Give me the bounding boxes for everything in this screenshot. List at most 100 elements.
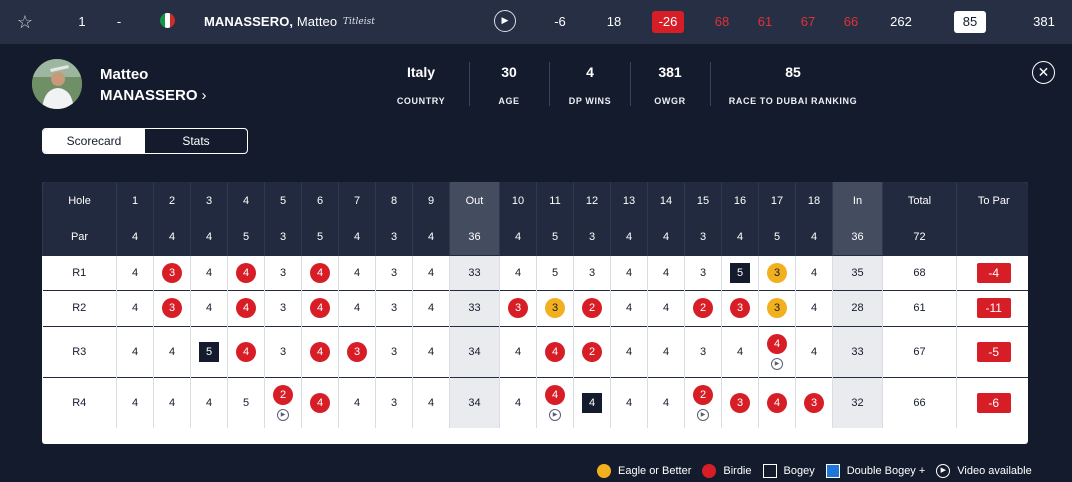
hole-score: 4 xyxy=(610,325,648,377)
today-badge: -26 xyxy=(652,11,684,33)
legend-label: Birdie xyxy=(723,465,752,477)
hole-score: 3 xyxy=(758,289,796,326)
par-value: 4 xyxy=(647,219,685,255)
par-value: 4 xyxy=(499,219,537,255)
score-value: 5 xyxy=(242,396,250,409)
video-available-icon[interactable]: ▶ xyxy=(549,408,561,421)
hole-score: 4 xyxy=(412,289,450,326)
par-out: 36 xyxy=(449,219,500,255)
hole-score: 4 xyxy=(499,254,537,290)
player-name-link[interactable]: MANASSERO, Matteo xyxy=(204,0,337,44)
chevron-right-icon: › xyxy=(201,87,207,104)
stat-country-label: COUNTRY xyxy=(396,96,446,106)
hole-score: 4 xyxy=(190,254,228,290)
par-label: Par xyxy=(42,219,117,255)
player-avatar xyxy=(32,59,82,109)
hole-score: 4 xyxy=(647,325,685,377)
birdie-score-marker: 3 xyxy=(730,392,750,413)
score-value: 3 xyxy=(279,266,287,279)
bogey-swatch-icon xyxy=(762,464,777,478)
round-out: 34 xyxy=(449,325,500,377)
birdie-score-marker: 2 xyxy=(582,298,602,318)
divider xyxy=(710,62,711,106)
video-available-icon[interactable]: ▶ xyxy=(277,408,289,421)
par-value: 4 xyxy=(412,219,450,255)
hole-score: 4 xyxy=(301,325,339,377)
hole-score: 4 xyxy=(610,289,648,326)
owgr-value: 381 xyxy=(1033,14,1055,29)
stat-country-value: Italy xyxy=(406,64,435,80)
hole-score: 2 ▶ xyxy=(264,376,302,428)
stat-race-to-dubai: 85 RACE TO DUBAI RANKING xyxy=(722,62,864,106)
italy-flag-icon xyxy=(160,13,175,28)
round-to-par: -5 xyxy=(956,325,1028,377)
score-value: 4 xyxy=(427,345,435,358)
scorecard-table: Hole 1 2 3 4 5 6 7 8 9 Out 10 11 12 13 14 15 16 17 18 In Tota… xyxy=(42,182,1028,444)
legend-label: Double Bogey + xyxy=(846,465,926,477)
score-value: 4 xyxy=(427,266,435,279)
score-value: 3 xyxy=(699,266,707,279)
par-in: 36 xyxy=(832,219,883,255)
par-total: 72 xyxy=(882,219,957,255)
round-row: R3 4 4 5 4 3 4 3 3 4 34 4 4 2 4 4 3 4 4 ▶ 4 33 67 -5 xyxy=(42,325,1028,377)
score-value: 4 xyxy=(662,345,670,358)
hole-number: 4 xyxy=(227,182,265,219)
divider xyxy=(469,62,470,106)
round-total: 67 xyxy=(882,325,957,377)
position-movement: - xyxy=(116,14,122,29)
player-first-name-heading: Matteo xyxy=(100,66,149,83)
score-value: 3 xyxy=(279,302,287,314)
round-to-par: -4 xyxy=(956,254,1028,290)
hole-score: 4 xyxy=(536,325,574,377)
play-video-icon[interactable]: ▶ xyxy=(494,10,516,32)
video-available-icon[interactable]: ▶ xyxy=(697,408,709,421)
par-value: 4 xyxy=(190,219,228,255)
tab-stats[interactable]: Stats xyxy=(182,134,210,148)
par-value: 3 xyxy=(684,219,722,255)
hole-score: 3 xyxy=(375,289,413,326)
hole-score: 4 xyxy=(795,289,833,326)
birdie-score-marker: 4 xyxy=(310,341,330,362)
legend-item-eagle: Eagle or Better xyxy=(597,464,691,478)
par-value: 4 xyxy=(721,219,759,255)
score-value: 4 xyxy=(131,266,139,279)
race-rank-badge: 85 xyxy=(954,11,986,33)
hole-score: 4 xyxy=(227,254,265,290)
score-value: 4 xyxy=(205,302,213,314)
hole-number: 2 xyxy=(153,182,191,219)
hole-score: 4 xyxy=(301,289,339,326)
score-value: 4 xyxy=(353,302,361,314)
birdie-score-marker: 4 xyxy=(310,298,330,318)
player-profile-link[interactable]: Matteo MANASSERO › xyxy=(100,64,207,106)
score-value: 4 xyxy=(205,266,213,279)
score-value: 4 xyxy=(625,266,633,279)
vid-swatch-icon: ▶ xyxy=(936,464,951,478)
birdie-score-marker: 4 xyxy=(545,341,565,362)
close-icon[interactable]: ✕ xyxy=(1032,61,1055,84)
bogey-score-marker: 5 xyxy=(199,341,219,362)
score-value: 4 xyxy=(205,396,213,409)
hole-number: 9 xyxy=(412,182,450,219)
hole-number: 14 xyxy=(647,182,685,219)
favorite-star-icon[interactable]: ☆ xyxy=(16,12,34,32)
video-available-icon[interactable]: ▶ xyxy=(771,357,783,370)
hole-score: 4 xyxy=(795,325,833,377)
leaderboard-row[interactable]: ☆ 1 - MANASSERO, Matteo Titleist ▶ -6 18… xyxy=(0,0,1072,44)
score-value: 4 xyxy=(353,266,361,279)
hole-score: 4 xyxy=(499,376,537,428)
hole-score: 4 xyxy=(153,376,191,428)
par-value: 4 xyxy=(116,219,154,255)
hole-score: 3 xyxy=(264,289,302,326)
hole-score: 3 xyxy=(795,376,833,428)
tab-scorecard[interactable]: Scorecard xyxy=(43,129,145,153)
hole-number: 17 xyxy=(758,182,796,219)
round-4-score: 66 xyxy=(843,14,859,29)
score-value: 3 xyxy=(390,266,398,279)
divider xyxy=(549,62,550,106)
score-value: 3 xyxy=(699,345,707,358)
round-row: R1 4 3 4 4 3 4 4 3 4 33 4 5 3 4 4 3 5 3 4 35 68 -4 xyxy=(42,254,1028,290)
hole-score: 4 xyxy=(499,325,537,377)
hole-number: 13 xyxy=(610,182,648,219)
legend-item-vid: ▶ Video available xyxy=(936,464,1032,478)
hole-score: 4 xyxy=(610,376,648,428)
